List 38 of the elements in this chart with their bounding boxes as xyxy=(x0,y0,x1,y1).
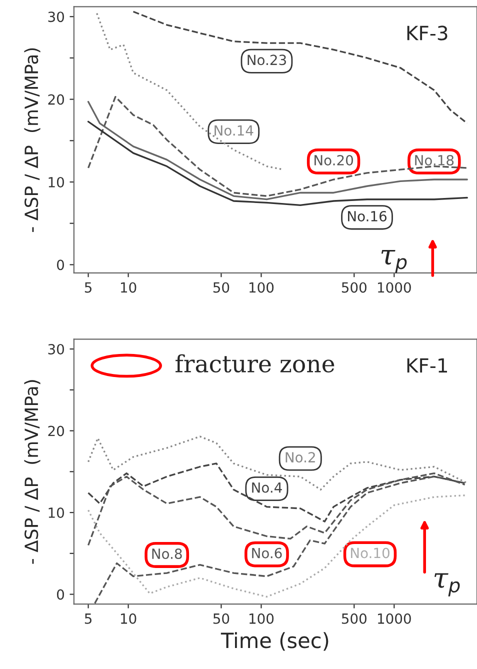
series-label: No.14 xyxy=(214,125,254,136)
series-label: No.23 xyxy=(248,54,286,66)
series-label: No.10 xyxy=(351,548,390,558)
series-label: No.4 xyxy=(252,482,282,493)
y-tick-label: 0 xyxy=(56,260,64,270)
x-tick-label: 100 xyxy=(249,282,274,293)
x-tick-label: 50 xyxy=(213,282,230,293)
y-axis-title: - ΔSP / ΔP (mV/MPa) xyxy=(24,48,40,232)
x-tick-label: 5 xyxy=(84,282,92,293)
annotation: τ$_{p}$ xyxy=(434,573,460,596)
series-label: No.8 xyxy=(152,548,182,560)
x-tick-label: 100 xyxy=(249,613,274,624)
annotation: fracture zone xyxy=(176,354,334,373)
y-tick-label: 30 xyxy=(48,344,64,354)
text: KF-3 xyxy=(407,26,448,40)
series-label: No.2 xyxy=(286,452,315,463)
text: KF-1 xyxy=(407,358,447,372)
x-tick-label: 1000 xyxy=(378,613,411,624)
x-tick-label: 1000 xyxy=(378,282,411,293)
x-tick-label: 500 xyxy=(342,282,366,293)
y-tick-label: 0 xyxy=(56,589,64,600)
y-tick-label: 10 xyxy=(48,507,64,518)
x-tick-label: 50 xyxy=(213,613,230,624)
y-tick-label: 20 xyxy=(48,94,64,105)
series-label: No.16 xyxy=(348,210,387,222)
y-tick-label: 10 xyxy=(48,176,64,188)
y-tick-label: 30 xyxy=(48,12,64,22)
x-tick-label: 500 xyxy=(342,613,366,624)
y-axis-title: - ΔSP / ΔP (mV/MPa) xyxy=(24,380,40,564)
x-tick-label: 5 xyxy=(84,614,92,624)
series-label: No.18 xyxy=(415,154,454,166)
annotation: τ$_{p}$ xyxy=(381,250,407,274)
series-label: No.6 xyxy=(252,548,282,558)
x-tick-label: 10 xyxy=(120,613,136,624)
y-tick-label: 20 xyxy=(48,426,64,436)
series-label: No.20 xyxy=(314,154,353,166)
x-tick-label: 10 xyxy=(120,282,136,293)
x-axis-title: Time (sec) xyxy=(220,632,328,651)
